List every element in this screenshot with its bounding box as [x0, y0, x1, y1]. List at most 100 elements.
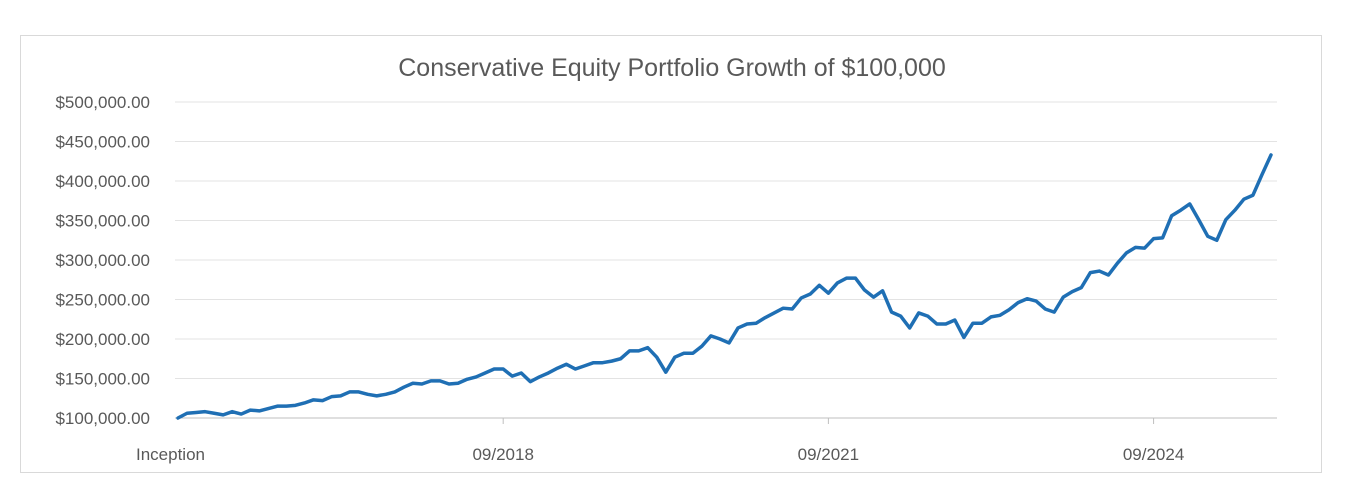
data-point [1134, 245, 1138, 249]
y-tick-label: $450,000.00 [55, 133, 150, 152]
data-point [763, 316, 767, 320]
data-point [402, 385, 406, 389]
data-point [844, 276, 848, 280]
data-point [700, 344, 704, 348]
y-tick-label: $250,000.00 [55, 291, 150, 310]
y-tick-label: $150,000.00 [55, 370, 150, 389]
data-point [366, 392, 370, 396]
data-point [438, 379, 442, 383]
data-point [1179, 208, 1183, 212]
data-point [1242, 197, 1246, 201]
data-point [582, 364, 586, 368]
data-point [592, 361, 596, 365]
data-point [799, 296, 803, 300]
x-axis-labels: Inception 09/2018 09/2021 09/2024 [136, 418, 1184, 464]
data-point [745, 322, 749, 326]
y-tick-label: $350,000.00 [55, 212, 150, 231]
data-point [185, 411, 189, 415]
data-point [718, 337, 722, 341]
data-point [953, 318, 957, 322]
data-point [474, 375, 478, 379]
data-point [420, 382, 424, 386]
data-point [357, 390, 361, 394]
data-point [519, 371, 523, 375]
data-point [826, 291, 830, 295]
x-tick-label: 09/2018 [472, 445, 533, 464]
data-point [203, 410, 207, 414]
x-tick-label: 09/2024 [1123, 445, 1184, 464]
data-point [808, 292, 812, 296]
data-point [393, 390, 397, 394]
y-tick-label: $300,000.00 [55, 251, 150, 270]
data-point [375, 394, 379, 398]
data-point [1061, 295, 1065, 299]
data-point [564, 362, 568, 366]
data-point [384, 392, 388, 396]
data-point [1170, 214, 1174, 218]
data-point [790, 307, 794, 311]
data-point [835, 281, 839, 285]
data-point [998, 313, 1002, 317]
data-point [239, 412, 243, 416]
data-point [537, 375, 541, 379]
data-point [646, 346, 650, 350]
data-point [682, 351, 686, 355]
data-point [736, 326, 740, 330]
data-point [890, 310, 894, 314]
x-tick-label: Inception [136, 445, 205, 464]
data-point [348, 390, 352, 394]
data-point [1025, 297, 1029, 301]
series [176, 153, 1273, 420]
data-point [230, 410, 234, 414]
data-point [483, 371, 487, 375]
data-point [194, 410, 198, 414]
data-point [989, 315, 993, 319]
gridlines [175, 101, 1277, 419]
data-point [1152, 237, 1156, 241]
data-point [330, 395, 334, 399]
data-point [284, 404, 288, 408]
data-point [917, 311, 921, 315]
data-point [1115, 261, 1119, 265]
data-point [546, 371, 550, 375]
data-point [619, 357, 623, 361]
data-point [465, 377, 469, 381]
data-point [691, 351, 695, 355]
data-point [1233, 208, 1237, 212]
data-point [321, 399, 325, 403]
chart-frame [20, 35, 1322, 473]
data-point [176, 416, 180, 420]
data-point [293, 403, 297, 407]
data-point [1269, 153, 1273, 157]
x-tick-label: 09/2021 [798, 445, 859, 464]
data-point [1251, 193, 1255, 197]
y-tick-label: $100,000.00 [55, 409, 150, 428]
data-point [853, 276, 857, 280]
data-point [528, 380, 532, 384]
data-point [817, 283, 821, 287]
data-point [664, 370, 668, 374]
data-point [1007, 308, 1011, 312]
data-point [1043, 307, 1047, 311]
y-tick-label: $500,000.00 [55, 93, 150, 112]
data-point [1143, 246, 1147, 250]
data-point [1052, 310, 1056, 314]
data-point [935, 322, 939, 326]
data-point [655, 355, 659, 359]
y-tick-label: $200,000.00 [55, 330, 150, 349]
data-point [1224, 218, 1228, 222]
data-point [429, 379, 433, 383]
data-point [908, 326, 912, 330]
data-point [628, 349, 632, 353]
data-point [311, 398, 315, 402]
data-point [501, 367, 505, 371]
data-point [881, 289, 885, 293]
data-point [221, 413, 225, 417]
data-point [926, 314, 930, 318]
chart-title: Conservative Equity Portfolio Growth of … [398, 54, 946, 82]
data-point [212, 411, 216, 415]
data-point [266, 407, 270, 411]
data-point [863, 288, 867, 292]
data-point [492, 367, 496, 371]
